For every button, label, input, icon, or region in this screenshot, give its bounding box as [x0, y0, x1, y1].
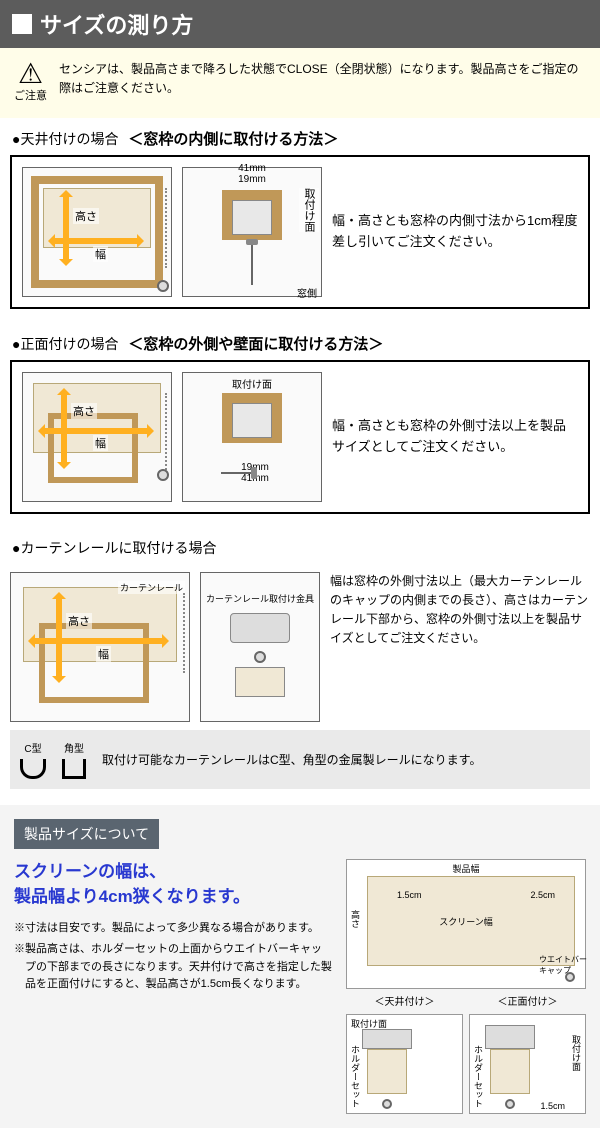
warning-label: ご注意 — [14, 88, 47, 106]
section3-head: ●カーテンレールに取付ける場合 — [0, 528, 600, 564]
s2-height: 高さ — [71, 403, 97, 419]
s2-width: 幅 — [93, 435, 108, 451]
s1-height: 高さ — [73, 208, 99, 224]
section3-diagram-bracket: カーテンレール取付け金具 — [200, 572, 320, 722]
section1-sub: ＜窓枠の内側に取付ける方法＞ — [128, 131, 338, 148]
section2-body: 高さ 幅 取付け面 19mm 41mm 幅・高さとも窓枠の外側寸法以上を製品サイ… — [10, 360, 590, 514]
section1-body: 高さ 幅 41mm 19mm 窓側 取付け面 幅・高さとも窓枠の内側寸法から1c… — [10, 155, 590, 309]
warning-text: センシアは、製品高さまで降ろした状態でCLOSE（全閉状態）になります。製品高さ… — [59, 60, 586, 98]
section2-bullet: ●正面付けの場合 — [12, 336, 118, 352]
header-title: サイズの測り方 — [40, 8, 193, 40]
square-shape-icon — [62, 759, 86, 779]
size-note-1: ※寸法は目安です。製品によって多少異なる場合があります。 — [14, 920, 332, 938]
section3-body: 高さ 幅 カーテンレール カーテンレール取付け金具 幅は窓枠の外側寸法以上（最大… — [10, 564, 590, 789]
rail-types: C型 角型 取付け可能なカーテンレールはC型、角型の金属製レールになります。 — [10, 730, 590, 789]
warning-icon: ⚠ ご注意 — [14, 60, 47, 106]
rail-note: 取付け可能なカーテンレールはC型、角型の金属製レールになります。 — [102, 751, 481, 768]
section2-diagram-window: 高さ 幅 — [22, 372, 172, 502]
size-section: 製品サイズについて スクリーンの幅は、 製品幅より4cm狭くなります。 ※寸法は… — [0, 805, 600, 1128]
front-mount-diagram: 取付け面 ホルダーセット 1.5cm — [469, 1014, 586, 1114]
size-title: スクリーンの幅は、 製品幅より4cm狭くなります。 — [14, 859, 332, 910]
section1-head: ●天井付けの場合 ＜窓枠の内側に取付ける方法＞ — [0, 118, 600, 155]
section3-bullet: ●カーテンレールに取付ける場合 — [12, 540, 216, 556]
section1-diagram-window: 高さ 幅 — [22, 167, 172, 297]
section1-diagram-bracket: 41mm 19mm 窓側 取付け面 — [182, 167, 322, 297]
section2-sub: ＜窓枠の外側や壁面に取付ける方法＞ — [128, 336, 383, 353]
size-badge: 製品サイズについて — [14, 819, 159, 849]
s3-width: 幅 — [96, 646, 111, 662]
header-square-icon — [12, 14, 32, 34]
section3-diagram-window: 高さ 幅 カーテンレール — [10, 572, 190, 722]
s3-height: 高さ — [66, 613, 92, 629]
section1-bullet: ●天井付けの場合 — [12, 131, 118, 147]
size-note-2: ※製品高さは、ホルダーセットの上面からウエイトバーキャップの下部までの長さになり… — [14, 941, 332, 994]
section1-desc: 幅・高さとも窓枠の内側寸法から1cm程度差し引いてご注文ください。 — [332, 211, 578, 253]
section2-diagram-bracket: 取付け面 19mm 41mm — [182, 372, 322, 502]
page-header: サイズの測り方 — [0, 0, 600, 48]
rail-square-type: 角型 — [62, 740, 86, 779]
product-diagram: 製品幅 1.5cm 2.5cm スクリーン幅 高さ ウエイトバーキャップ — [346, 859, 586, 989]
rail-c-type: C型 — [20, 740, 46, 779]
triangle-icon: ⚠ — [18, 60, 43, 88]
section3-desc: 幅は窓枠の外側寸法以上（最大カーテンレールのキャップの内側までの長さ）、高さはカ… — [330, 572, 590, 722]
s1-width: 幅 — [93, 246, 108, 262]
size-diagrams: 製品幅 1.5cm 2.5cm スクリーン幅 高さ ウエイトバーキャップ ＜天井… — [346, 859, 586, 1114]
ceiling-mount-diagram: 取付け面 ホルダーセット — [346, 1014, 463, 1114]
c-shape-icon — [20, 759, 46, 779]
section2-head: ●正面付けの場合 ＜窓枠の外側や壁面に取付ける方法＞ — [0, 323, 600, 360]
warning-box: ⚠ ご注意 センシアは、製品高さまで降ろした状態でCLOSE（全閉状態）になりま… — [0, 48, 600, 118]
section2-desc: 幅・高さとも窓枠の外側寸法以上を製品サイズとしてご注文ください。 — [332, 416, 578, 458]
